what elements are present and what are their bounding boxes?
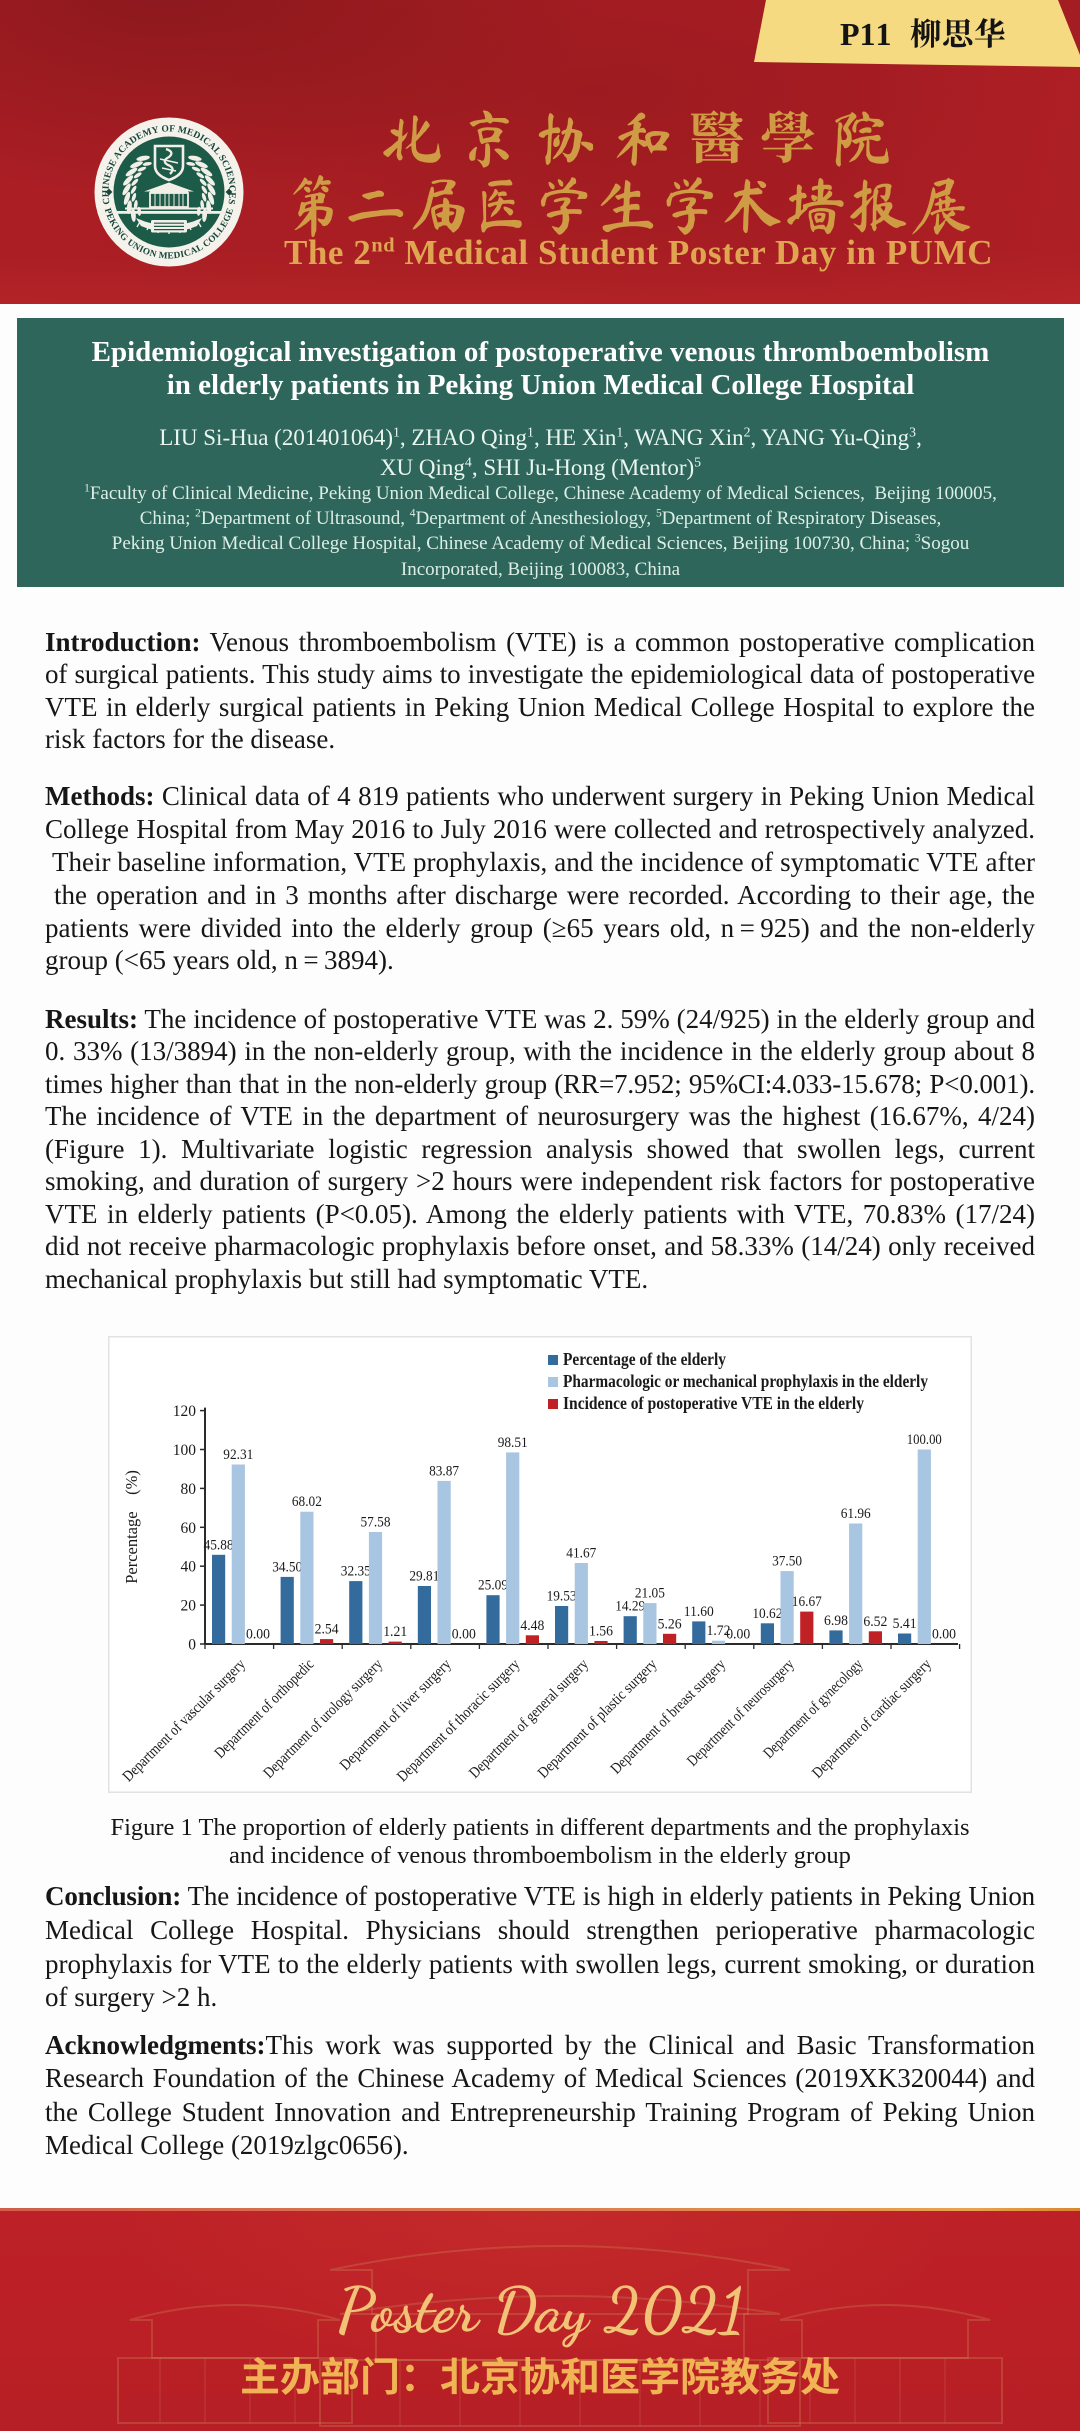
- svg-text:100.00: 100.00: [907, 1432, 942, 1448]
- svg-text:92.31: 92.31: [223, 1447, 253, 1463]
- svg-text:0.00: 0.00: [932, 1627, 956, 1643]
- svg-text:41.67: 41.67: [566, 1546, 596, 1562]
- svg-text:57.58: 57.58: [361, 1515, 391, 1531]
- svg-text:0.00: 0.00: [452, 1627, 476, 1643]
- svg-text:Incidence of postoperative VTE: Incidence of postoperative VTE in the el…: [563, 1393, 864, 1413]
- svg-text:0.00: 0.00: [246, 1627, 270, 1643]
- svg-text:29.81: 29.81: [409, 1569, 439, 1585]
- svg-text:34.50: 34.50: [272, 1559, 302, 1575]
- svg-text:Percentage of the elderly: Percentage of the elderly: [563, 1349, 726, 1369]
- svg-text:20: 20: [181, 1598, 197, 1615]
- svg-text:68.02: 68.02: [292, 1494, 322, 1510]
- svg-text:4.48: 4.48: [520, 1618, 544, 1634]
- svg-text:5.26: 5.26: [658, 1616, 682, 1632]
- svg-text:100: 100: [173, 1442, 197, 1459]
- svg-text:10.62: 10.62: [752, 1606, 782, 1622]
- svg-text:120: 120: [173, 1403, 197, 1420]
- svg-text:45.88: 45.88: [204, 1537, 234, 1553]
- svg-text:25.09: 25.09: [478, 1578, 508, 1594]
- svg-text:98.51: 98.51: [498, 1435, 528, 1451]
- svg-text:60: 60: [181, 1520, 197, 1537]
- svg-text:1.72: 1.72: [707, 1623, 731, 1639]
- svg-text:19.53: 19.53: [547, 1589, 577, 1605]
- svg-text:Pharmacologic or mechanical pr: Pharmacologic or mechanical prophylaxis …: [563, 1371, 928, 1391]
- svg-text:40: 40: [181, 1559, 197, 1576]
- svg-text:80: 80: [181, 1481, 197, 1498]
- svg-text:1.56: 1.56: [589, 1624, 613, 1640]
- svg-text:Percentage (%): Percentage (%): [122, 1470, 141, 1584]
- svg-text:37.50: 37.50: [772, 1554, 802, 1570]
- svg-text:0.00: 0.00: [726, 1627, 750, 1643]
- svg-text:61.96: 61.96: [841, 1506, 871, 1522]
- svg-text:0: 0: [188, 1637, 196, 1654]
- svg-text:83.87: 83.87: [429, 1463, 459, 1479]
- svg-text:32.35: 32.35: [341, 1564, 371, 1580]
- svg-text:6.52: 6.52: [863, 1614, 887, 1630]
- svg-text:1.21: 1.21: [383, 1624, 407, 1640]
- svg-text:11.60: 11.60: [684, 1604, 714, 1620]
- svg-text:2.54: 2.54: [315, 1622, 339, 1638]
- svg-text:5.41: 5.41: [893, 1616, 917, 1632]
- svg-text:14.29: 14.29: [615, 1599, 645, 1615]
- svg-text:16.67: 16.67: [792, 1594, 822, 1610]
- svg-text:6.98: 6.98: [824, 1613, 848, 1629]
- svg-text:21.05: 21.05: [635, 1586, 665, 1602]
